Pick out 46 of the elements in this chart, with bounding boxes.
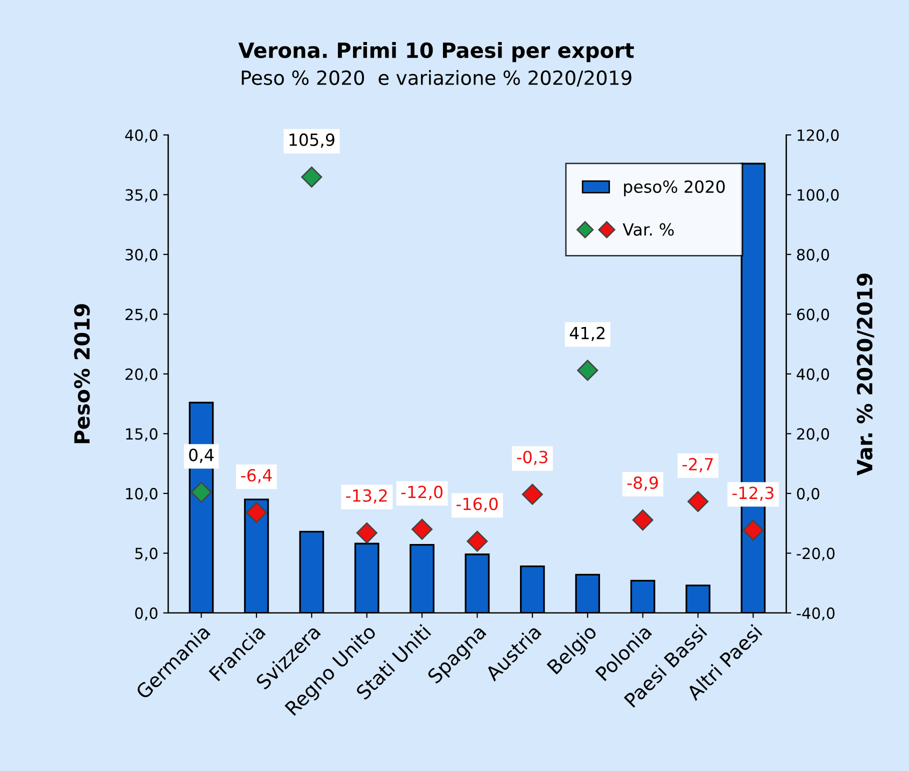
data-label: 41,2 xyxy=(570,326,604,342)
point xyxy=(742,520,764,541)
point xyxy=(301,166,322,188)
y2-axis-title: Var. % 2020/2019 xyxy=(856,274,874,476)
y-axis-title: Peso% 2019 xyxy=(74,304,90,444)
point xyxy=(190,482,212,503)
data-label: -12,3 xyxy=(732,486,774,501)
data-label: 0,4 xyxy=(189,448,214,463)
data-label: -6,4 xyxy=(241,468,272,484)
y-tick-label: 5,0 xyxy=(135,548,158,561)
y2-tick-label: -40,0 xyxy=(796,607,835,621)
legend-label: Var. % xyxy=(622,223,674,236)
y2-tick-label: 0,0 xyxy=(797,488,820,502)
data-label: -16,0 xyxy=(456,498,498,512)
y2-tick-label: 40,0 xyxy=(796,368,830,382)
y-tick-label: 35,0 xyxy=(126,189,158,202)
y-tick-label: 40,0 xyxy=(125,129,158,143)
y-tick-label: 30,0 xyxy=(126,248,158,262)
y2-tick-label: 60,0 xyxy=(797,308,830,322)
point xyxy=(522,484,543,505)
y2-tick-label: 20,0 xyxy=(797,428,830,442)
y-tick-label: 15,0 xyxy=(126,428,158,442)
y2-tick-label: 120,0 xyxy=(798,129,839,143)
data-label: -2,7 xyxy=(682,458,713,472)
y-tick-label: 20,0 xyxy=(126,368,158,382)
data-label: -12,0 xyxy=(401,486,442,500)
data-label: -13,2 xyxy=(346,489,387,504)
y-tick-label: 10,0 xyxy=(126,488,158,502)
chart-subtitle: Peso % 2020 e variazione % 2020/2019 xyxy=(242,70,632,87)
point xyxy=(577,360,598,381)
data-label: 105,9 xyxy=(290,133,334,148)
point xyxy=(246,502,267,524)
y2-tick-label: 100,0 xyxy=(798,189,839,202)
data-label: -8,9 xyxy=(627,476,658,491)
y-tick-label: 0,0 xyxy=(135,607,158,621)
point xyxy=(687,490,708,512)
point xyxy=(356,522,378,544)
point xyxy=(466,530,488,552)
data-label: -0,3 xyxy=(516,450,548,466)
y2-tick-label: -20,0 xyxy=(796,548,835,561)
chart-title: Verona. Primi 10 Paesi per export xyxy=(238,42,634,62)
legend-label: peso% 2020 xyxy=(624,180,725,196)
y-tick-label: 25,0 xyxy=(126,308,158,322)
y2-tick-label: 80,0 xyxy=(797,248,830,262)
point xyxy=(412,518,433,540)
point xyxy=(632,510,654,531)
